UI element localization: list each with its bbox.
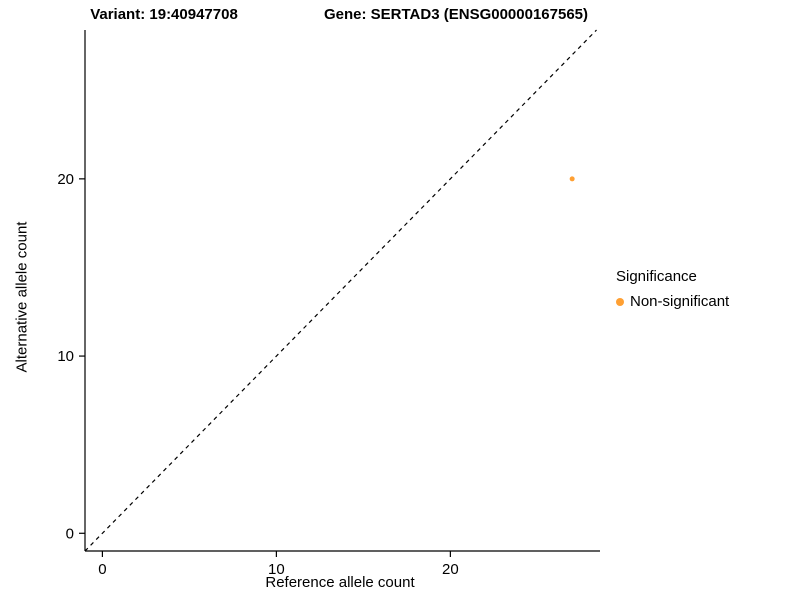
x-axis-title: Reference allele count [265, 574, 415, 591]
x-tick-label: 0 [98, 561, 106, 578]
variant-title: Variant: 19:40947708 [90, 6, 238, 23]
x-tick-label: 20 [442, 561, 459, 578]
legend-item: Non-significant [616, 293, 796, 310]
legend-item-label: Non-significant [630, 293, 730, 310]
y-tick-label: 20 [57, 171, 74, 188]
gene-title: Gene: SERTAD3 (ENSG00000167565) [323, 6, 589, 23]
y-axis-title: Alternative allele count [13, 221, 31, 373]
y-tick-label: 0 [66, 525, 74, 542]
legend-key-dot-icon [616, 297, 624, 306]
legend: Significance Non-significant [616, 268, 796, 310]
identity-line [84, 29, 597, 552]
x-tick-label: 10 [268, 561, 285, 578]
legend-title: Significance [616, 268, 697, 285]
legend-items: Non-significant [616, 293, 796, 310]
data-point [569, 176, 575, 182]
y-tick-label: 10 [57, 348, 74, 365]
